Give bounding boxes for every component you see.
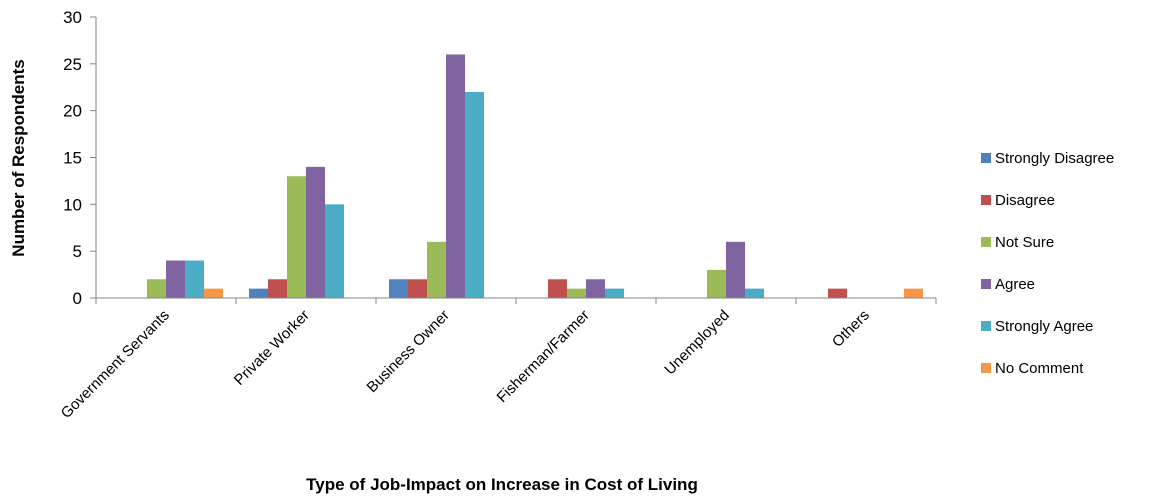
y-ticks-group: 0 5 10 15 20 25 30 (63, 8, 96, 308)
bar-strongly-agree (325, 204, 344, 298)
x-category-label: Fisherman/Farmer (494, 307, 593, 406)
bar-not-sure (707, 269, 726, 298)
x-ticks-group: Government Servants Private Worker Busines… (58, 298, 937, 422)
bar-disagree (408, 279, 427, 298)
legend-label: Agree (995, 276, 1035, 293)
y-tick-label: 15 (63, 149, 82, 168)
bar-no-comment (204, 288, 223, 298)
bar-not-sure (427, 241, 446, 298)
legend: Strongly Disagree Disagree Not Sure Agree St… (981, 150, 1114, 377)
legend-swatch (981, 153, 991, 163)
legend-swatch (981, 279, 991, 289)
legend-label: Not Sure (995, 234, 1054, 251)
legend-label: No Comment (995, 360, 1084, 377)
legend-swatch (981, 363, 991, 373)
legend-swatch (981, 195, 991, 205)
bar-no-comment (904, 288, 923, 298)
y-tick-label: 30 (63, 8, 82, 27)
bar-not-sure (287, 176, 306, 298)
bar-not-sure (567, 288, 586, 298)
x-category-label: Government Servants (58, 307, 173, 422)
bar-disagree (548, 279, 567, 298)
legend-swatch (981, 237, 991, 247)
bar-agree (586, 279, 605, 298)
bar-disagree (828, 288, 847, 298)
bar-agree (166, 260, 185, 298)
legend-label: Strongly Disagree (995, 150, 1114, 167)
x-category-label: Unemployed (661, 307, 733, 379)
legend-swatch (981, 321, 991, 331)
bar-disagree (268, 279, 287, 298)
bar-strongly-agree (745, 288, 764, 298)
y-tick-label: 5 (73, 242, 82, 261)
bar-strongly-disagree (249, 288, 268, 298)
bar-strongly-agree (465, 91, 484, 298)
y-axis-title: Number of Respondents (9, 59, 28, 256)
y-tick-label: 25 (63, 55, 82, 74)
x-axis-title: Type of Job-Impact on Increase in Cost o… (306, 475, 698, 494)
bar-strongly-disagree (389, 279, 408, 298)
bar-not-sure (147, 279, 166, 298)
x-category-label: Business Owner (364, 307, 453, 396)
bar-agree (446, 54, 465, 298)
legend-label: Disagree (995, 192, 1055, 209)
x-category-label: Private Worker (231, 307, 313, 389)
y-tick-label: 0 (73, 289, 82, 308)
y-tick-label: 10 (63, 195, 82, 214)
bar-strongly-agree (605, 288, 624, 298)
bar-agree (726, 241, 745, 298)
x-category-label: Others (829, 307, 873, 351)
y-tick-label: 20 (63, 102, 82, 121)
bar-agree (306, 166, 325, 298)
legend-label: Strongly Agree (995, 318, 1093, 335)
bars-group (147, 54, 923, 298)
bar-strongly-agree (185, 260, 204, 298)
